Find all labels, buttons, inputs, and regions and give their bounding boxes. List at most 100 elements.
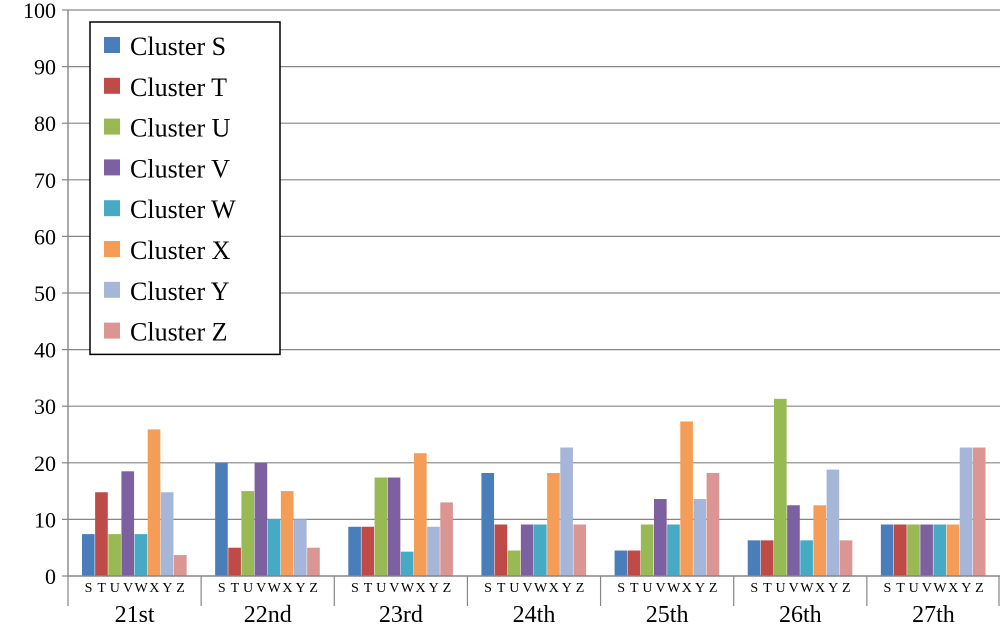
category-label: 24th: [513, 602, 556, 628]
bar-cluster-v-24th: [520, 524, 534, 576]
category-label: 21st: [115, 602, 155, 628]
bar-cluster-y-27th: [959, 447, 973, 576]
bar-cluster-w-25th: [667, 524, 680, 576]
bar-letter-label: Y: [961, 581, 971, 596]
x-axis-categories: 21st 22nd 23rd 24th 25th 26th 27th: [115, 602, 955, 628]
bar-cluster-t-21st: [95, 492, 108, 576]
bar-cluster-z-23rd: [440, 502, 453, 576]
bar-cluster-w-22nd: [267, 519, 281, 576]
bar-cluster-y-22nd: [294, 519, 307, 576]
bar-letter-label: T: [364, 581, 373, 596]
legend-swatch: [104, 77, 120, 94]
legend: Cluster S Cluster T Cluster U Cluster V Clus…: [89, 21, 281, 356]
bar-cluster-x-24th: [547, 472, 560, 576]
legend-swatch: [104, 200, 120, 217]
bar-letter-label: W: [268, 581, 282, 596]
bar-cluster-u-25th: [640, 524, 654, 576]
bar-letter-label: V: [389, 581, 399, 596]
legend-label: Cluster T: [130, 73, 227, 102]
category-label: 22nd: [244, 602, 292, 628]
y-tick-label: 20: [34, 451, 56, 476]
bar-cluster-z-27th: [972, 447, 986, 576]
bar-cluster-t-23rd: [361, 526, 375, 576]
y-tick-label: 10: [34, 507, 56, 532]
category-label: 27th: [912, 602, 955, 628]
bar-cluster-u-24th: [507, 550, 521, 576]
bar-letter-label: S: [617, 581, 625, 596]
legend-label: Cluster S: [130, 32, 226, 61]
bar-cluster-t-26th: [760, 540, 774, 576]
y-tick-label: 30: [34, 394, 56, 419]
y-tick-label: 80: [34, 111, 56, 136]
bar-letter-label: Z: [709, 581, 718, 596]
bar-letter-label: Y: [296, 581, 306, 596]
bar-letter-label: W: [667, 581, 681, 596]
bar-cluster-x-26th: [813, 505, 827, 576]
bar-letter-label: S: [484, 581, 492, 596]
legend-label: Cluster W: [130, 195, 236, 224]
y-tick-label: 40: [34, 338, 56, 363]
bar-letter-label: V: [256, 581, 266, 596]
bar-letter-label: Y: [429, 581, 439, 596]
bar-letter-label: V: [789, 581, 799, 596]
bar-letter-label: Y: [162, 581, 172, 596]
bar-cluster-w-27th: [933, 524, 947, 576]
bar-cluster-u-27th: [907, 524, 920, 576]
bar-cluster-x-27th: [946, 524, 960, 576]
y-tick-label: 50: [34, 281, 56, 306]
legend-swatch: [104, 37, 120, 53]
bar-cluster-x-25th: [680, 421, 693, 576]
bar-cluster-s-26th: [747, 540, 761, 576]
y-tick-label: 60: [34, 224, 56, 249]
bar-cluster-z-21st: [174, 555, 187, 576]
bar-letter-label: U: [110, 581, 120, 596]
bar-cluster-s-27th: [880, 524, 894, 576]
bar-cluster-x-23rd: [414, 453, 427, 576]
bar-letter-label: W: [534, 581, 548, 596]
bar-letter-label: V: [123, 581, 133, 596]
bar-letter-label: S: [85, 581, 93, 596]
bar-cluster-t-24th: [494, 524, 508, 576]
bar-cluster-t-25th: [627, 550, 641, 576]
bar-cluster-z-22nd: [307, 547, 320, 576]
bar-cluster-x-22nd: [280, 491, 294, 576]
bar-cluster-s-24th: [481, 472, 495, 576]
bar-letter-label: Y: [695, 581, 705, 596]
bar-cluster-x-21st: [147, 429, 161, 576]
bar-letter-label: Z: [443, 581, 452, 596]
bar-letter-label: T: [97, 581, 106, 596]
bars: [82, 398, 986, 576]
legend-label: Cluster Z: [130, 318, 228, 347]
y-tick-label: 90: [34, 55, 56, 80]
category-label: 25th: [646, 602, 689, 628]
bar-cluster-v-22nd: [254, 462, 268, 576]
bar-cluster-y-21st: [160, 492, 174, 576]
legend-label: Cluster Y: [130, 277, 230, 306]
bar-letter-label: X: [815, 581, 825, 596]
bar-cluster-w-21st: [134, 534, 148, 576]
bar-letter-label: V: [922, 581, 932, 596]
bar-cluster-v-27th: [920, 524, 933, 576]
bar-letter-label: Y: [828, 581, 838, 596]
bar-letter-label: U: [243, 581, 253, 596]
bar-letter-label: U: [909, 581, 919, 596]
bar-cluster-u-21st: [108, 534, 121, 576]
bar-cluster-s-22nd: [215, 462, 228, 576]
bar-cluster-s-21st: [82, 534, 95, 576]
bar-letter-label: T: [763, 581, 772, 596]
legend-label: Cluster V: [130, 154, 230, 183]
bar-cluster-z-26th: [839, 540, 853, 576]
bar-letter-label: X: [948, 581, 958, 596]
category-label: 23rd: [379, 602, 423, 628]
bar-cluster-v-25th: [654, 499, 667, 576]
bar-cluster-y-25th: [693, 499, 707, 576]
bar-letter-label: X: [282, 581, 292, 596]
bar-cluster-u-22nd: [241, 491, 255, 576]
axes: [62, 9, 1000, 606]
legend-swatch: [104, 118, 120, 135]
legend-swatch: [104, 241, 120, 257]
bar-letter-label: W: [135, 581, 149, 596]
bar-letter-label: U: [642, 581, 652, 596]
